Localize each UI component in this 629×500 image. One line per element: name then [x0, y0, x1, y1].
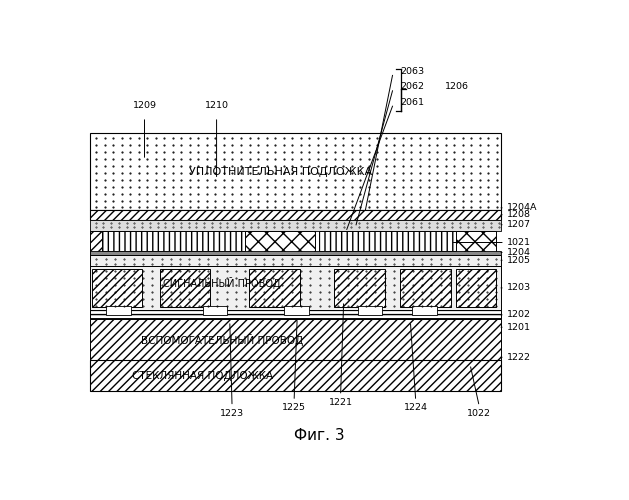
Text: 2061: 2061 [400, 98, 424, 106]
Text: Фиг. 3: Фиг. 3 [294, 428, 344, 444]
Bar [412, 306, 437, 315]
Bar [90, 310, 501, 320]
Text: 1209: 1209 [133, 100, 157, 110]
Text: ВСПОМОГАТЕЛЬНЫЙ ПРОВОД: ВСПОМОГАТЕЛЬНЫЙ ПРОВОД [141, 334, 303, 346]
Text: 2063: 2063 [400, 67, 425, 76]
Text: 1223: 1223 [220, 408, 244, 418]
Text: 1210: 1210 [204, 100, 228, 110]
Bar [90, 220, 501, 231]
Bar [90, 133, 501, 210]
Bar [90, 255, 501, 266]
Bar [249, 268, 299, 307]
Bar [203, 306, 228, 315]
Bar [456, 268, 496, 307]
Text: 1205: 1205 [507, 256, 532, 264]
Bar [245, 231, 315, 265]
Text: СИГНАЛЬНЫЙ ПРОВОД: СИГНАЛЬНЫЙ ПРОВОД [163, 278, 281, 289]
Text: 1225: 1225 [282, 404, 306, 412]
Bar [90, 210, 501, 220]
Bar [90, 231, 102, 258]
Text: 1021: 1021 [507, 238, 532, 247]
Bar [92, 268, 142, 307]
Bar [335, 268, 385, 307]
Text: 1224: 1224 [404, 404, 428, 412]
Text: СТЕКЛЯННАЯ ПОДЛОЖКА: СТЕКЛЯННАЯ ПОДЛОЖКА [132, 370, 273, 380]
Text: 1204: 1204 [507, 248, 532, 257]
Bar [160, 268, 210, 307]
Bar [319, 231, 470, 251]
Text: 1207: 1207 [507, 220, 532, 230]
Bar [284, 306, 309, 315]
Text: 1201: 1201 [507, 322, 532, 332]
Text: 1208: 1208 [507, 210, 532, 220]
Bar [90, 360, 501, 391]
Bar [92, 231, 251, 251]
Text: 1222: 1222 [507, 352, 532, 362]
Bar [90, 266, 501, 310]
Text: 1204A: 1204A [507, 204, 538, 212]
Text: 1221: 1221 [328, 398, 353, 407]
Text: 2062: 2062 [400, 82, 424, 92]
Bar [456, 231, 496, 265]
Bar [90, 320, 501, 360]
Text: 1202: 1202 [507, 310, 532, 320]
Bar [106, 306, 131, 315]
Bar [90, 251, 501, 255]
Text: УПЛОТНИТЕЛЬНАЯ ПОДЛОЖКА: УПЛОТНИТЕЛЬНАЯ ПОДЛОЖКА [189, 166, 372, 176]
Bar [358, 306, 382, 315]
Text: 1203: 1203 [507, 284, 532, 292]
Text: 1022: 1022 [467, 408, 491, 418]
Text: 1206: 1206 [445, 82, 469, 92]
Bar [400, 268, 450, 307]
